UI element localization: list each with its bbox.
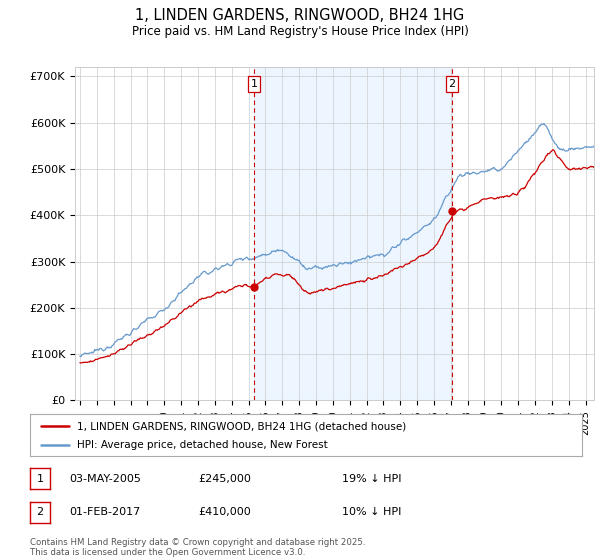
Bar bbox=[254, 67, 452, 400]
Text: 2: 2 bbox=[37, 507, 43, 517]
Text: Price paid vs. HM Land Registry's House Price Index (HPI): Price paid vs. HM Land Registry's House … bbox=[131, 25, 469, 38]
Text: 01-FEB-2017: 01-FEB-2017 bbox=[69, 507, 140, 517]
Text: 2: 2 bbox=[449, 79, 455, 89]
Text: Contains HM Land Registry data © Crown copyright and database right 2025.
This d: Contains HM Land Registry data © Crown c… bbox=[30, 538, 365, 557]
Text: HPI: Average price, detached house, New Forest: HPI: Average price, detached house, New … bbox=[77, 441, 328, 450]
Text: £410,000: £410,000 bbox=[198, 507, 251, 517]
Text: 10% ↓ HPI: 10% ↓ HPI bbox=[342, 507, 401, 517]
Text: 19% ↓ HPI: 19% ↓ HPI bbox=[342, 474, 401, 484]
Text: 1, LINDEN GARDENS, RINGWOOD, BH24 1HG: 1, LINDEN GARDENS, RINGWOOD, BH24 1HG bbox=[136, 8, 464, 24]
Text: £245,000: £245,000 bbox=[198, 474, 251, 484]
Text: 1, LINDEN GARDENS, RINGWOOD, BH24 1HG (detached house): 1, LINDEN GARDENS, RINGWOOD, BH24 1HG (d… bbox=[77, 421, 406, 431]
Text: 1: 1 bbox=[251, 79, 257, 89]
Text: 03-MAY-2005: 03-MAY-2005 bbox=[69, 474, 141, 484]
Text: 1: 1 bbox=[37, 474, 43, 484]
